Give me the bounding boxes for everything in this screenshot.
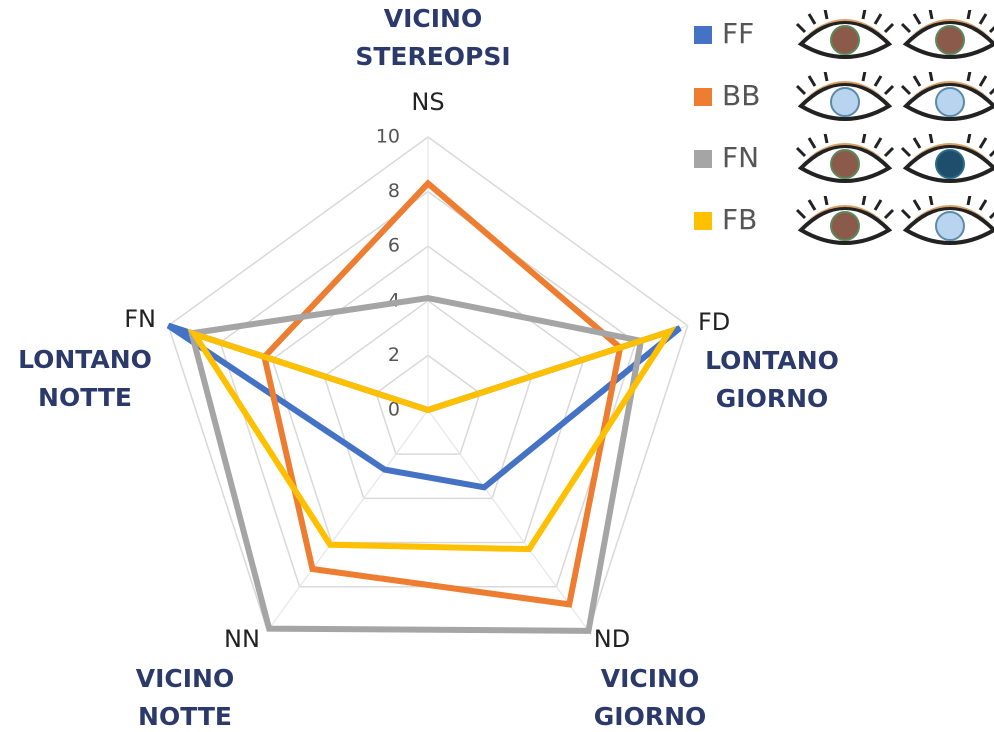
- iris: [935, 87, 965, 117]
- category-label: FN: [124, 305, 156, 333]
- axis-annotation: NOTTE: [38, 383, 132, 412]
- spoke: [267, 409, 429, 632]
- legend-label: FF: [722, 17, 754, 50]
- axis-annotation: LONTANO: [18, 345, 152, 374]
- plot-area: 0246810NSVICINOSTEREOPSIFDLONTANOGIORNON…: [18, 4, 839, 731]
- y-tick-label: 10: [376, 126, 400, 148]
- legend-label: BB: [722, 79, 760, 112]
- iris: [830, 211, 860, 241]
- y-tick-label: 2: [388, 344, 400, 366]
- category-label: FD: [698, 308, 730, 336]
- category-label: NS: [411, 88, 444, 116]
- legend-swatch: [694, 26, 712, 44]
- spoke: [427, 409, 589, 632]
- axis-annotation: LONTANO: [705, 346, 839, 375]
- legend-eyes: [795, 10, 994, 245]
- category-label: ND: [594, 625, 630, 653]
- iris: [935, 211, 965, 241]
- series-line: [187, 295, 645, 634]
- y-tick-label: 8: [388, 180, 400, 202]
- legend-swatch: [694, 88, 712, 106]
- iris: [935, 149, 965, 179]
- grid-line: [323, 299, 533, 500]
- axis-annotation: VICINO: [384, 4, 482, 33]
- series-line: [261, 179, 624, 608]
- legend: FF BB FN FB: [694, 17, 760, 236]
- iris: [830, 25, 860, 55]
- y-tick-label: 6: [388, 235, 400, 257]
- y-tick-label: 0: [388, 399, 400, 421]
- axis-annotation: GIORNO: [716, 384, 829, 413]
- series-line: [187, 326, 677, 553]
- legend-swatch: [694, 212, 712, 230]
- legend-label: FB: [722, 203, 757, 236]
- legend-swatch: [694, 150, 712, 168]
- iris: [830, 87, 860, 117]
- axis-annotation: VICINO: [601, 664, 699, 693]
- axis-annotation: STEREOPSI: [355, 42, 510, 71]
- grid-line: [271, 245, 585, 544]
- category-label: NN: [224, 625, 260, 653]
- axis-annotation: VICINO: [136, 664, 234, 693]
- iris: [830, 149, 860, 179]
- axis-annotation: GIORNO: [594, 702, 707, 731]
- axis-annotation: NOTTE: [138, 702, 232, 731]
- iris: [935, 25, 965, 55]
- legend-label: FN: [722, 141, 759, 174]
- grid-line: [375, 354, 481, 455]
